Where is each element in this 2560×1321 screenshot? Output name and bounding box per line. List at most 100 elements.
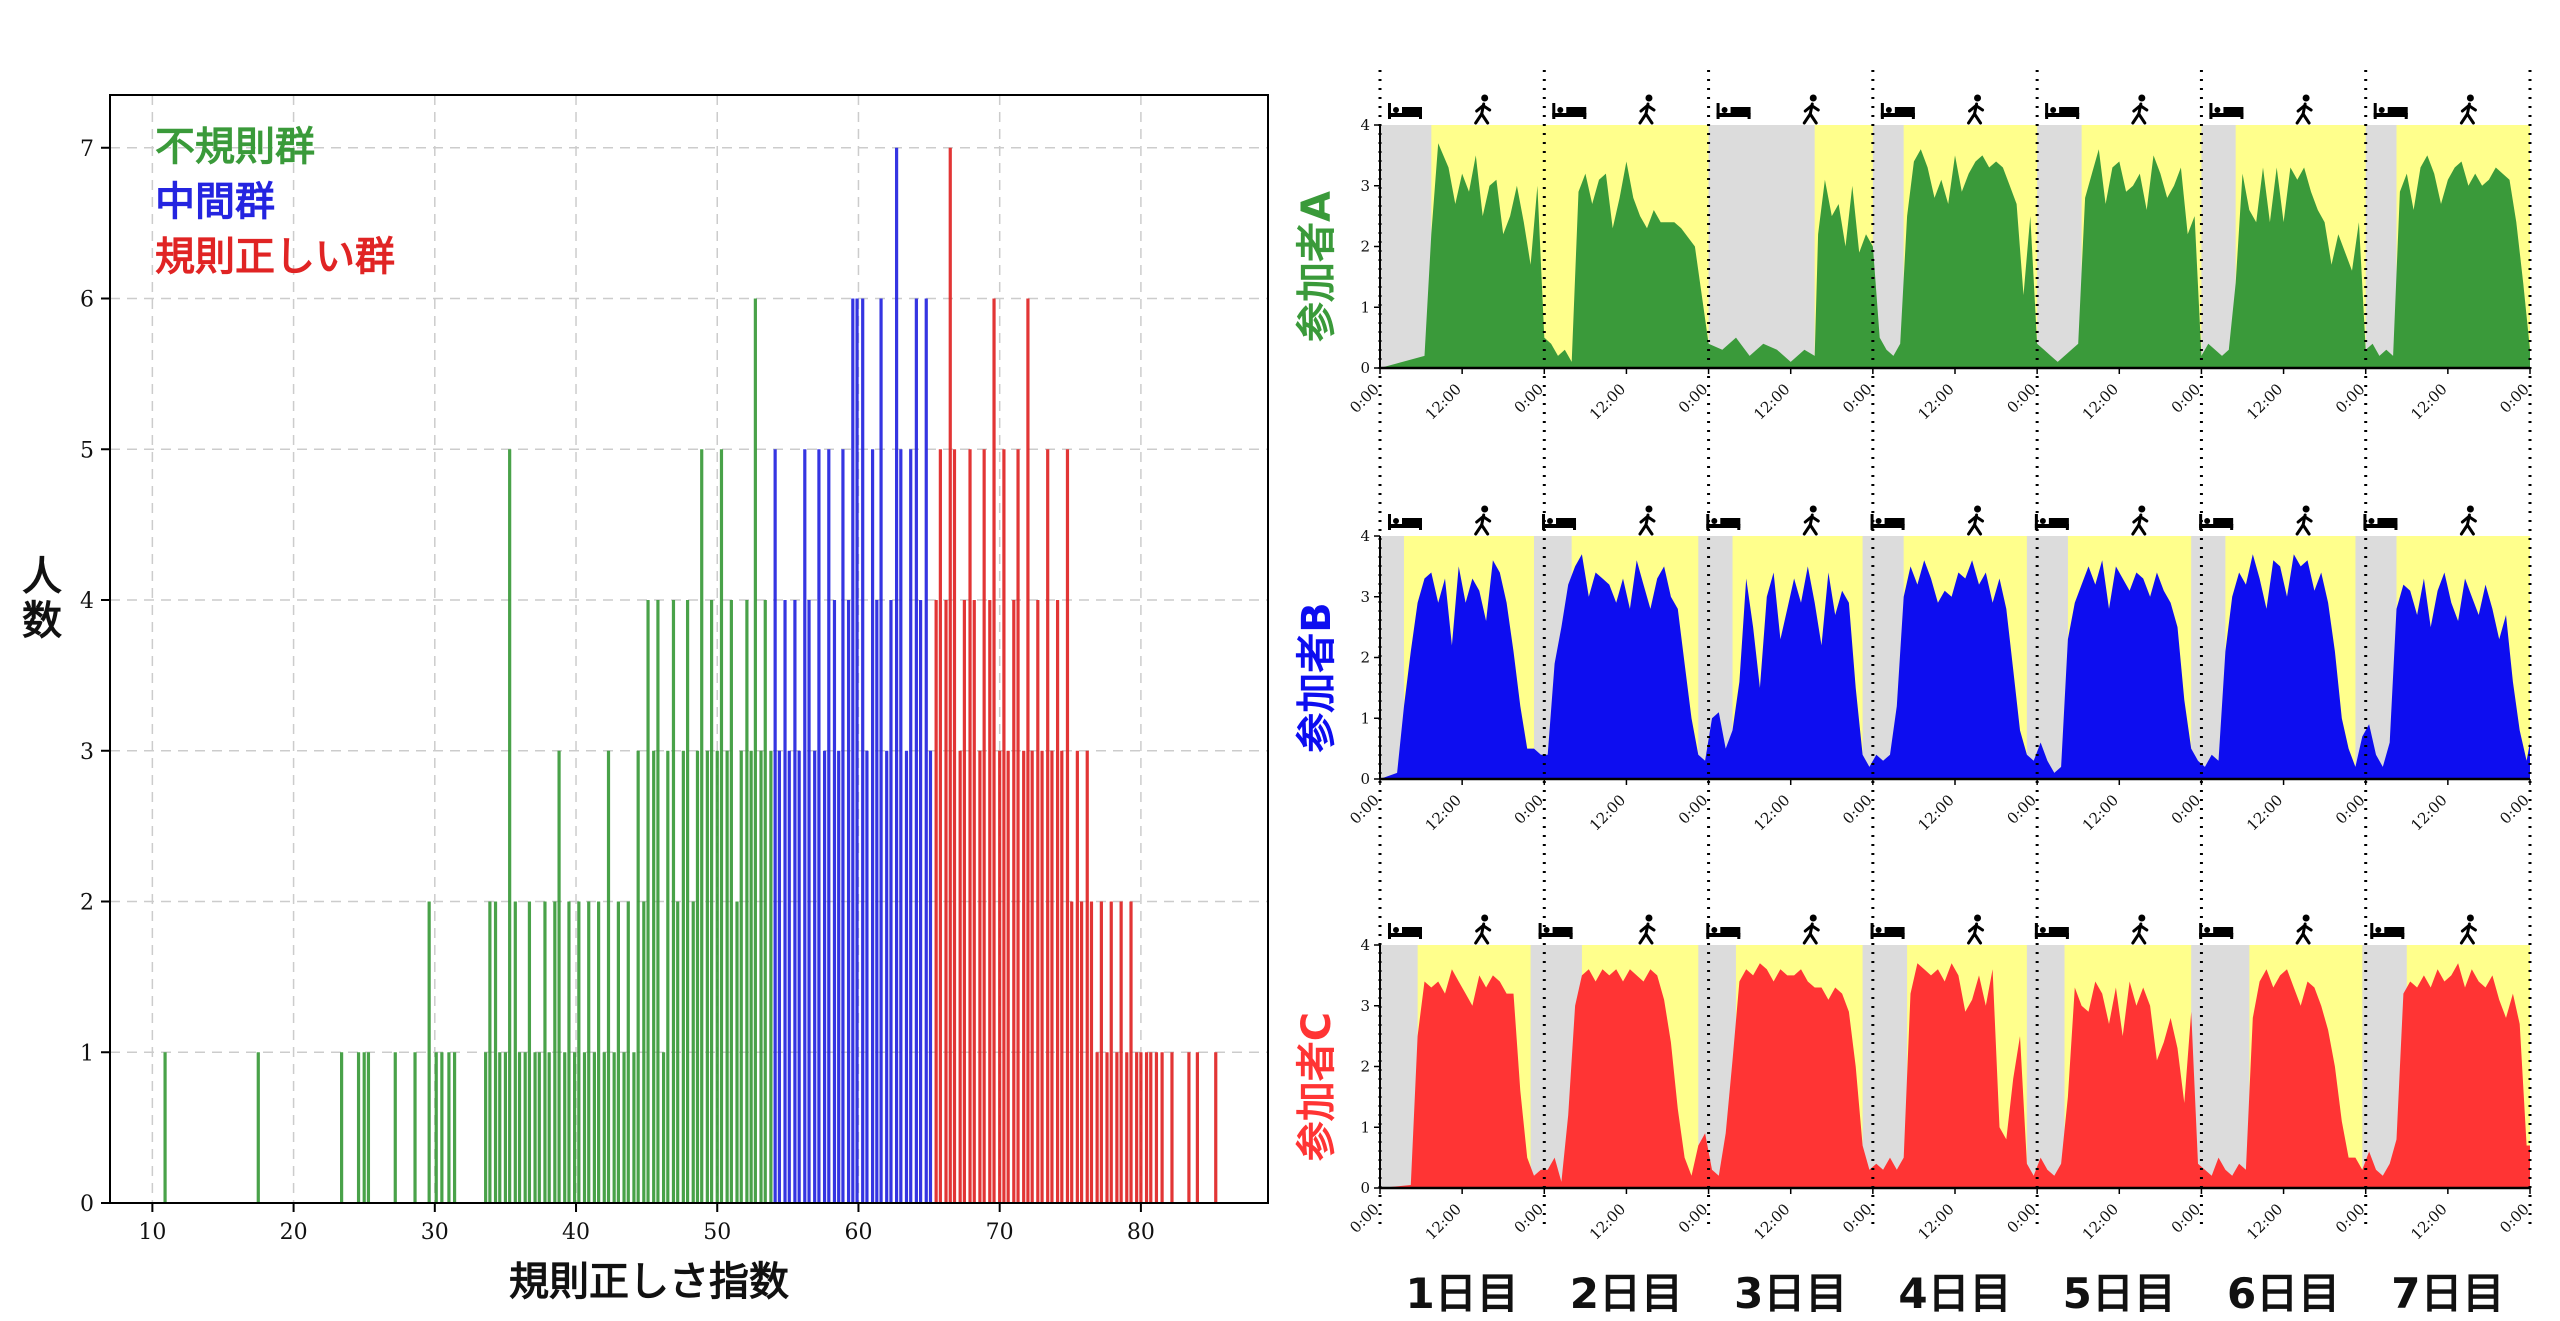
walking-icon-arm xyxy=(1475,104,1485,113)
x-tick-label: 0:00 xyxy=(1675,791,1712,828)
histogram-bar xyxy=(517,1052,522,1203)
walking-icon-leg xyxy=(2301,932,2311,945)
bed-icon xyxy=(2199,514,2234,530)
bed-icon-foot xyxy=(2076,113,2080,119)
histogram-bar xyxy=(632,1052,636,1203)
histogram-bar xyxy=(719,449,724,1203)
bed-icon-pillow xyxy=(1885,107,1892,113)
bed-icon-foot xyxy=(1747,113,1751,119)
walking-icon-leg xyxy=(1480,112,1490,125)
histogram-bar xyxy=(427,901,431,1203)
bed-icon-pillow xyxy=(1393,927,1399,933)
bed-icon-foot xyxy=(2404,113,2408,119)
bed-icon-pillow xyxy=(2214,107,2221,113)
histogram-bar xyxy=(597,901,601,1203)
histogram-bar xyxy=(832,600,837,1203)
walking-icon-arm xyxy=(2296,104,2306,113)
participant-label: 参加者C xyxy=(1294,1012,1340,1161)
legend-entry: 規則正しい群 xyxy=(155,234,395,280)
x-tick-label: 0:00 xyxy=(1346,380,1383,417)
histogram-bar xyxy=(855,298,859,1203)
bed-icon-frame xyxy=(1870,524,1905,528)
walking-person-icon xyxy=(1474,94,1492,125)
histogram-bar xyxy=(616,901,620,1203)
histogram-bar xyxy=(753,298,757,1203)
x-tick-label: 12:00 xyxy=(2407,791,2450,834)
histogram-bar xyxy=(1095,1052,1099,1203)
bed-icon-frame xyxy=(1388,113,1422,117)
bed-icon-mattress xyxy=(1402,518,1422,525)
walking-person-icon xyxy=(1638,505,1656,536)
bed-icon xyxy=(2363,514,2398,530)
histogram-bar xyxy=(434,1052,438,1203)
histogram-bar xyxy=(952,449,957,1203)
activity-panel: 0 1 2 3 4 0:00 12:00 0:00 12:00 0:00 12:00 0:00 12:0… xyxy=(1294,914,2533,1243)
y-tick-label: 0 xyxy=(1360,359,1370,377)
bed-icon-mattress xyxy=(1884,518,1905,525)
bed-icon-foot xyxy=(2065,524,2069,530)
bed-icon-mattress xyxy=(2387,107,2408,114)
histogram-bar xyxy=(948,147,952,1203)
walking-person-icon xyxy=(1474,505,1492,536)
bed-icon-foot xyxy=(1419,113,1422,119)
histogram-bar xyxy=(1070,901,1074,1203)
y-tick-label: 7 xyxy=(80,137,94,162)
histogram-bar xyxy=(813,750,817,1203)
histogram-bar xyxy=(488,901,492,1203)
bed-icon-mattress xyxy=(2048,518,2069,525)
x-tick-label: 12:00 xyxy=(2407,1200,2450,1243)
walking-icon-arm xyxy=(1482,515,1492,523)
walking-icon-leg xyxy=(1967,523,1977,536)
x-tick-label: 12:00 xyxy=(2243,380,2286,423)
x-tick-label: 0:00 xyxy=(2003,791,2040,828)
histogram-bar xyxy=(1065,449,1070,1203)
histogram-bar xyxy=(537,1052,541,1203)
y-tick-label: 4 xyxy=(1360,116,1370,134)
walking-icon-head xyxy=(2466,505,2474,513)
walking-icon-leg xyxy=(2295,523,2305,536)
x-tick-label: 10 xyxy=(138,1220,166,1245)
histogram-bar xyxy=(1002,449,1006,1203)
histogram-bar xyxy=(846,600,851,1203)
walking-icon-leg xyxy=(2465,112,2475,125)
walking-icon-arm xyxy=(2132,104,2142,113)
walking-icon-arm xyxy=(1810,515,1820,523)
histogram-bar xyxy=(1060,750,1064,1203)
x-tick-label: 12:00 xyxy=(1586,791,1629,834)
bed-icon-mattress xyxy=(1402,107,1422,114)
walking-icon-head xyxy=(2138,94,2146,102)
histogram-bar xyxy=(587,901,591,1203)
histogram-bar xyxy=(681,750,685,1203)
walking-person-icon xyxy=(1802,505,1820,536)
histogram-bar xyxy=(705,750,709,1203)
histogram-bar xyxy=(1006,750,1010,1203)
walking-icon-head xyxy=(1974,914,1982,922)
walking-icon-arm xyxy=(1975,924,1985,932)
x-tick-label: 0:00 xyxy=(2168,380,2205,417)
histogram-bar xyxy=(735,901,739,1203)
histogram-bar xyxy=(626,901,630,1203)
y-tick-label: 2 xyxy=(1360,1058,1370,1076)
histogram-bar xyxy=(676,901,680,1203)
histogram-bar xyxy=(563,1052,567,1203)
histogram-bar xyxy=(934,600,938,1203)
histogram-bar xyxy=(695,750,700,1203)
walking-icon-arm xyxy=(2460,104,2470,113)
walking-icon-leg xyxy=(2459,523,2469,536)
histogram-bar xyxy=(1075,750,1079,1203)
histogram-bar xyxy=(1030,750,1034,1203)
bed-icon xyxy=(2034,514,2069,530)
day-label: 4日目 xyxy=(1898,1269,2011,1318)
bed-icon xyxy=(2045,103,2080,119)
walking-icon-leg xyxy=(1474,523,1484,536)
walking-person-icon xyxy=(1474,914,1492,945)
x-tick-label: 40 xyxy=(562,1220,590,1245)
walking-icon-head xyxy=(1809,505,1817,513)
x-tick-label: 0:00 xyxy=(2496,380,2533,417)
plot-frame xyxy=(109,94,1269,1204)
histogram-bar xyxy=(1115,1052,1119,1203)
legend-entry: 中間群 xyxy=(155,179,275,225)
walking-icon-head xyxy=(2138,914,2146,922)
walking-person-icon xyxy=(2459,914,2477,945)
histogram-bar xyxy=(1109,901,1113,1203)
